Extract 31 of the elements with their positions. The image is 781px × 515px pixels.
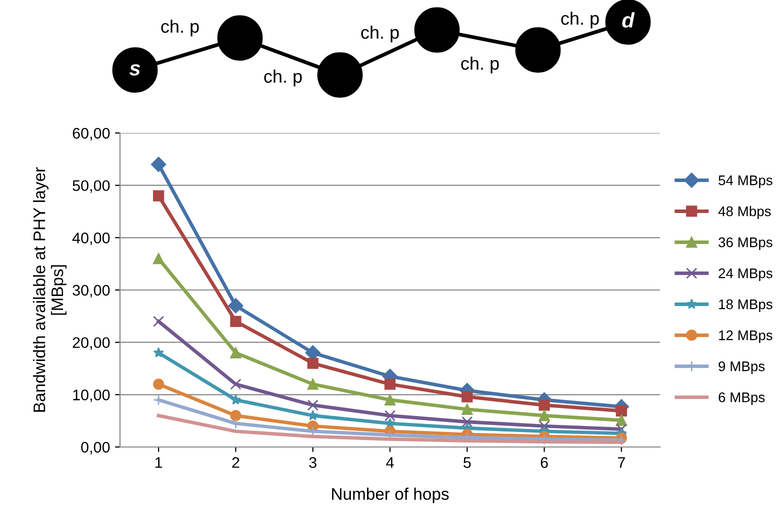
x-tick-label: 3 [309,457,316,468]
text: ch. p [161,20,199,36]
legend-label: 12 MBps [719,330,772,343]
y-tick-label: 40,00 [72,232,110,246]
y-tick-label: 0,00 [81,442,110,454]
text: ch. p [361,26,399,42]
y-tick-label: 50,00 [72,180,110,193]
legend-label: 9 MBps [718,361,765,374]
x-tick-label: 4 [386,457,394,468]
text: s [129,64,140,76]
y-axis-title: Bandwidth available at PHY layer [MBps] [33,167,66,412]
text: d [622,12,635,28]
x-tick-label: 1 [155,457,162,468]
text: ch. p [561,12,599,28]
x-tick-label: 7 [618,457,625,468]
legend-label: 6 MBps [718,392,765,405]
y-tick-label: 10,00 [73,390,110,402]
x-tick-label: 6 [540,457,548,468]
y-tick-label: 20,00 [72,337,110,350]
legend-label: 48 Mbps [718,206,771,219]
x-axis-title: Number of hops [332,488,449,504]
x-tick-label: 5 [464,457,471,468]
y-tick-label: 60,00 [72,128,110,140]
text: ch. p [461,56,499,74]
legend-label: 18 MBps [719,299,772,312]
legend-label: 24 MBps [718,268,772,281]
x-tick-label: 2 [232,457,240,468]
legend-label: 54 MBps [718,176,772,188]
legend-label: 36 MBps [718,237,772,250]
y-tick-label: 30,00 [72,284,110,298]
text: ch. p [264,70,302,86]
